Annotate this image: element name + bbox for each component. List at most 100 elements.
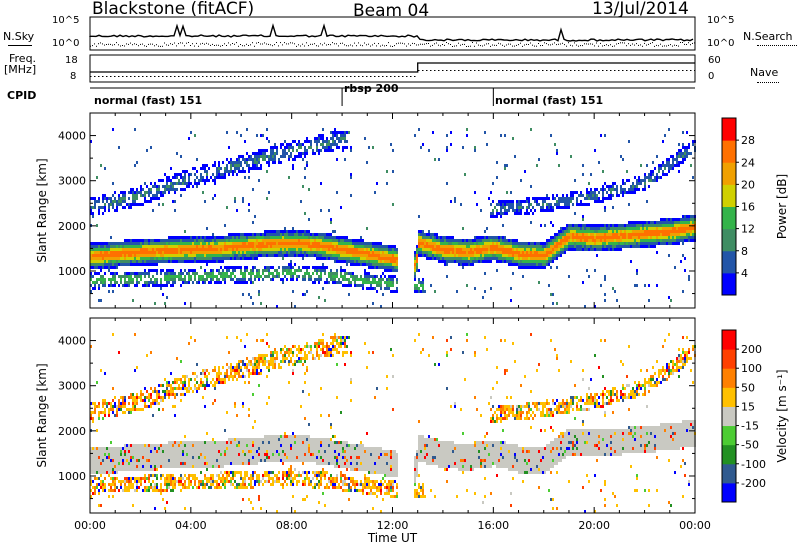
power-cell bbox=[566, 248, 568, 251]
power-cell bbox=[448, 251, 450, 254]
power-cell bbox=[596, 224, 598, 227]
power-cell bbox=[528, 200, 530, 203]
power-cell bbox=[258, 242, 260, 245]
power-cell bbox=[96, 200, 98, 203]
power-cell bbox=[426, 233, 428, 236]
power-cell bbox=[268, 266, 270, 269]
power-cell bbox=[302, 158, 304, 161]
power-cell bbox=[610, 194, 612, 197]
power-cell bbox=[308, 245, 310, 248]
nsearch-point bbox=[604, 45, 605, 46]
power-cell bbox=[228, 173, 230, 176]
power-cell bbox=[668, 161, 670, 164]
power-cell bbox=[166, 257, 168, 260]
power-cell bbox=[602, 248, 604, 251]
power-cell bbox=[588, 248, 590, 251]
power-cell bbox=[560, 239, 562, 242]
power-cell bbox=[168, 239, 170, 242]
power-cell bbox=[236, 131, 238, 134]
power-cell bbox=[246, 269, 248, 272]
power-cell bbox=[218, 173, 220, 176]
power-cell bbox=[254, 236, 256, 239]
power-cell bbox=[140, 272, 142, 275]
power-cell bbox=[128, 281, 130, 284]
power-cell bbox=[114, 272, 116, 275]
power-cell bbox=[102, 194, 104, 197]
power-cell bbox=[498, 239, 500, 242]
nsearch-point bbox=[514, 45, 515, 47]
power-cell bbox=[682, 230, 684, 233]
nsearch-point bbox=[124, 45, 125, 47]
power-cell bbox=[94, 272, 96, 275]
power-cell bbox=[132, 272, 134, 275]
power-cell bbox=[198, 179, 200, 182]
power-cell bbox=[384, 275, 386, 278]
power-cell bbox=[396, 260, 398, 263]
power-cell bbox=[188, 275, 190, 278]
power-cell bbox=[206, 254, 208, 257]
power-cell bbox=[498, 203, 500, 206]
power-cell bbox=[134, 242, 136, 245]
nsearch-point bbox=[368, 43, 369, 45]
power-cell bbox=[90, 248, 92, 251]
power-cell bbox=[376, 257, 378, 260]
power-cell bbox=[464, 251, 466, 254]
power-cell bbox=[576, 233, 578, 236]
power-cell bbox=[138, 203, 140, 206]
power-cell bbox=[190, 239, 192, 242]
power-cell bbox=[596, 239, 598, 242]
power-cell bbox=[690, 221, 692, 224]
power-cell bbox=[128, 257, 130, 260]
nsearch-point bbox=[688, 42, 689, 44]
power-cell bbox=[658, 221, 660, 224]
power-cell bbox=[664, 173, 666, 176]
power-cell bbox=[354, 275, 356, 278]
power-cell bbox=[636, 236, 638, 239]
power-cell bbox=[610, 242, 612, 245]
nave-point bbox=[246, 76, 248, 77]
power-cell bbox=[180, 260, 182, 263]
power-cell bbox=[238, 239, 240, 242]
power-cell bbox=[302, 230, 304, 233]
power-cell bbox=[316, 257, 318, 260]
power-cell bbox=[106, 248, 108, 251]
power-cell bbox=[196, 239, 198, 242]
power-cell bbox=[212, 197, 214, 200]
power-cell bbox=[250, 239, 252, 242]
power-cell bbox=[336, 272, 338, 275]
power-cell bbox=[552, 224, 554, 227]
power-cell bbox=[470, 260, 472, 263]
nsearch-point bbox=[562, 42, 563, 44]
power-cell bbox=[128, 251, 130, 254]
power-cell bbox=[612, 236, 614, 239]
power-cell bbox=[344, 269, 346, 272]
power-cell bbox=[200, 242, 202, 245]
power-cell bbox=[394, 245, 396, 248]
power-cell bbox=[126, 251, 128, 254]
power-cell bbox=[334, 143, 336, 146]
power-cell bbox=[196, 245, 198, 248]
power-cell bbox=[212, 275, 214, 278]
power-cell bbox=[108, 248, 110, 251]
power-cell bbox=[118, 197, 120, 200]
power-cell bbox=[290, 275, 292, 278]
nave-point bbox=[390, 76, 392, 77]
power-cell bbox=[96, 260, 98, 263]
power-cell bbox=[626, 191, 628, 194]
power-cell bbox=[552, 194, 554, 197]
nave-point bbox=[330, 76, 332, 77]
nsearch-point bbox=[138, 45, 139, 47]
power-cell bbox=[542, 266, 544, 269]
power-cell bbox=[534, 251, 536, 254]
nsearch-point bbox=[660, 43, 661, 45]
power-cell bbox=[366, 260, 368, 263]
power-cell bbox=[216, 281, 218, 284]
power-cell bbox=[366, 281, 368, 284]
power-cell bbox=[464, 260, 466, 263]
power-cell bbox=[158, 239, 160, 242]
power-cell bbox=[150, 260, 152, 263]
power-cell bbox=[234, 251, 236, 254]
power-cell bbox=[452, 254, 454, 257]
nave-point bbox=[378, 76, 380, 77]
power-cell bbox=[124, 260, 126, 263]
